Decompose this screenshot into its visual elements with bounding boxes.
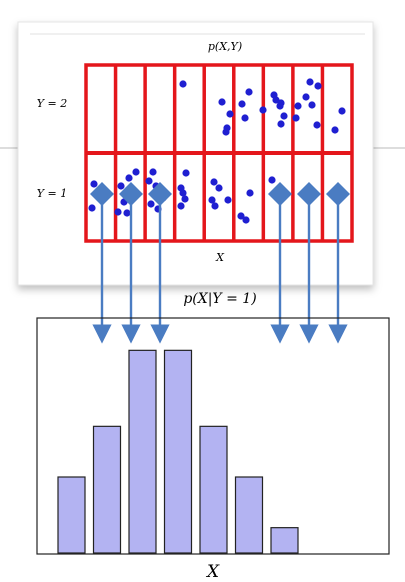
sample-point — [181, 195, 189, 203]
sample-point — [182, 169, 190, 177]
sample-point — [211, 202, 219, 210]
sample-point — [338, 107, 346, 115]
sample-point — [238, 100, 246, 108]
histogram-bar-2 — [92, 425, 122, 554]
sample-point — [152, 182, 160, 190]
joint-title: p(X,Y) — [208, 40, 242, 53]
joint-distribution-card: p(X,Y) Y = 2 Y = 1 X — [17, 21, 374, 286]
sample-point — [222, 128, 230, 136]
histogram-bar-6 — [234, 476, 264, 554]
sample-point — [306, 78, 314, 86]
sample-point — [147, 200, 155, 208]
sample-point — [120, 198, 128, 206]
sample-point — [125, 174, 133, 182]
histogram-bar-7 — [270, 527, 299, 554]
sample-point — [245, 88, 253, 96]
histogram-bar-1 — [57, 476, 86, 554]
sample-point — [280, 112, 288, 120]
sample-point — [132, 168, 140, 176]
sample-point — [224, 196, 232, 204]
sample-point — [179, 80, 187, 88]
sample-point — [145, 177, 153, 185]
sample-point — [215, 184, 223, 192]
sample-point — [277, 120, 285, 128]
joint-grid-columns — [113, 65, 325, 241]
sample-point — [179, 189, 187, 197]
sample-point — [114, 208, 122, 216]
histogram-bar-5 — [199, 425, 228, 554]
histogram-bars — [57, 349, 299, 554]
conditional-histogram — [36, 317, 390, 555]
histogram-frame — [36, 317, 390, 555]
sample-point — [149, 168, 157, 176]
sample-point — [88, 204, 96, 212]
sample-point — [277, 99, 285, 107]
sample-point — [313, 121, 321, 129]
histogram-bar-4 — [163, 349, 193, 554]
row-label-y1: Y = 1 — [37, 187, 67, 200]
row-label-y2: Y = 2 — [37, 97, 67, 110]
sample-point — [314, 82, 322, 90]
sample-point — [218, 98, 226, 106]
sample-point — [90, 180, 98, 188]
sample-point — [294, 102, 302, 110]
joint-x-label: X — [215, 251, 225, 264]
projection-arrows — [90, 182, 350, 344]
sample-point — [302, 93, 310, 101]
sample-point — [241, 114, 249, 122]
sample-point — [292, 114, 300, 122]
histogram-bar-3 — [128, 349, 157, 554]
sample-point — [237, 212, 245, 220]
sample-point — [210, 178, 218, 186]
conditional-title: p(X|Y = 1) — [183, 291, 256, 307]
sample-point — [123, 209, 131, 217]
sample-point — [242, 216, 250, 224]
sample-point — [268, 176, 276, 184]
sample-point — [208, 196, 216, 204]
sample-point — [226, 110, 234, 118]
sample-point — [246, 189, 254, 197]
sample-point — [117, 182, 125, 190]
sample-point — [177, 202, 185, 210]
sample-point — [308, 101, 316, 109]
conditional-x-label: X — [205, 562, 220, 582]
sample-point — [259, 106, 267, 114]
sample-point — [331, 126, 339, 134]
